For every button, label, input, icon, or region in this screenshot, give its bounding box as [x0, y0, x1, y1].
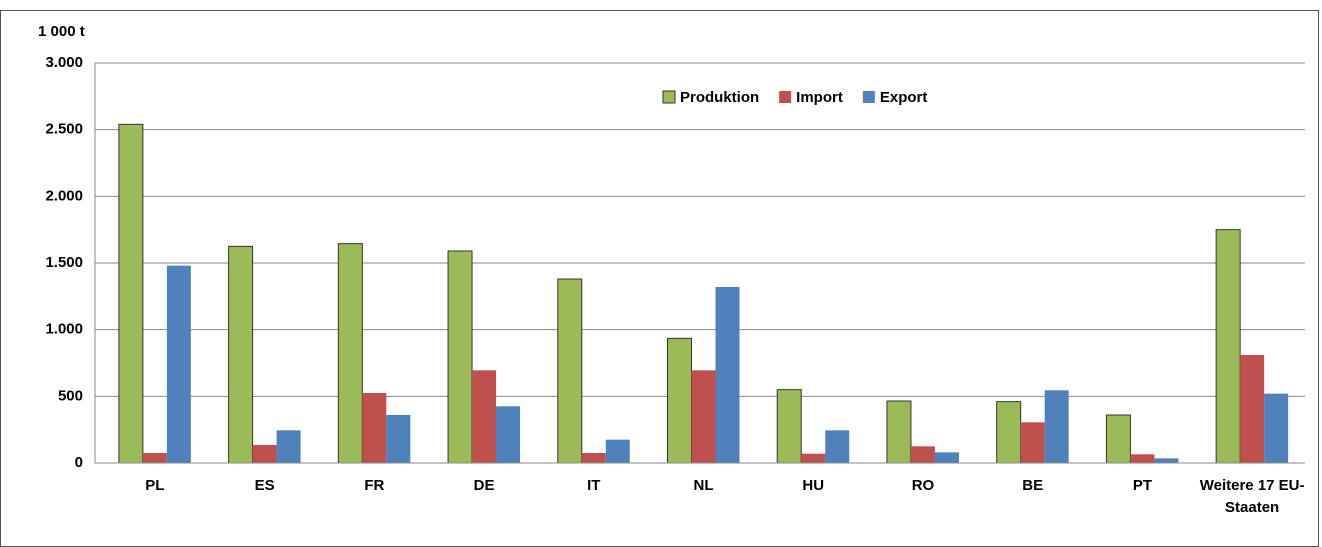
legend-swatch: [662, 90, 676, 104]
y-tick-label: 1.500: [45, 254, 83, 271]
y-tick-label: 500: [58, 387, 83, 404]
y-tick-label: 2.000: [45, 187, 83, 204]
bar: [1240, 355, 1265, 463]
y-tick-label: 2.500: [45, 121, 83, 138]
x-tick-label: FR: [364, 477, 385, 494]
bar: [557, 278, 583, 464]
x-tick-label: DE: [473, 477, 495, 494]
bar: [1154, 458, 1179, 463]
bar: [667, 337, 692, 464]
bar: [1215, 229, 1241, 464]
x-tick-label: ES: [254, 477, 275, 494]
bar: [166, 265, 191, 463]
legend-label: Import: [796, 89, 843, 106]
bar: [1105, 414, 1131, 464]
x-tick-label: PL: [145, 477, 165, 494]
bar: [776, 389, 802, 464]
bar: [691, 370, 716, 463]
bar: [447, 250, 473, 464]
bar: [276, 430, 301, 463]
bar: [142, 453, 167, 463]
bar: [801, 453, 826, 463]
bar: [1130, 454, 1155, 463]
legend-swatch: [779, 91, 792, 103]
bar: [337, 243, 363, 464]
bar: [386, 415, 411, 463]
y-tick-label: 3.000: [45, 54, 83, 71]
bar: [910, 446, 935, 463]
x-tick-label: PT: [1132, 477, 1152, 494]
x-tick-label: HU: [802, 477, 825, 494]
bar: [496, 406, 521, 463]
bar: [1020, 422, 1045, 463]
bar: [252, 445, 277, 463]
bar: [996, 401, 1022, 464]
x-tick-label: IT: [587, 477, 601, 494]
y-tick-label: 1.000: [45, 321, 83, 338]
bar: [886, 400, 912, 464]
bar: [1044, 390, 1069, 463]
x-tick-label: BE: [1022, 477, 1044, 494]
bar: [581, 453, 606, 463]
bar: [1264, 393, 1289, 463]
x-tick-label: RO: [911, 477, 935, 494]
x-tick-label: Weitere 17 EU-Staaten: [1199, 477, 1305, 516]
bar: [118, 123, 144, 464]
bar: [605, 439, 630, 463]
y-tick-label: 0: [75, 454, 83, 471]
bar: [362, 393, 387, 463]
x-tick-label: NL: [693, 477, 714, 494]
y-unit: 1 000 t: [38, 23, 85, 40]
bar: [228, 245, 254, 464]
legend-swatch: [862, 91, 875, 103]
legend-label: Produktion: [680, 89, 759, 106]
chart-border: [0, 10, 1319, 547]
bar: [715, 287, 740, 463]
bar: [472, 370, 497, 463]
legend-label: Export: [880, 89, 928, 106]
bar: [825, 430, 850, 463]
bar: [934, 452, 959, 463]
